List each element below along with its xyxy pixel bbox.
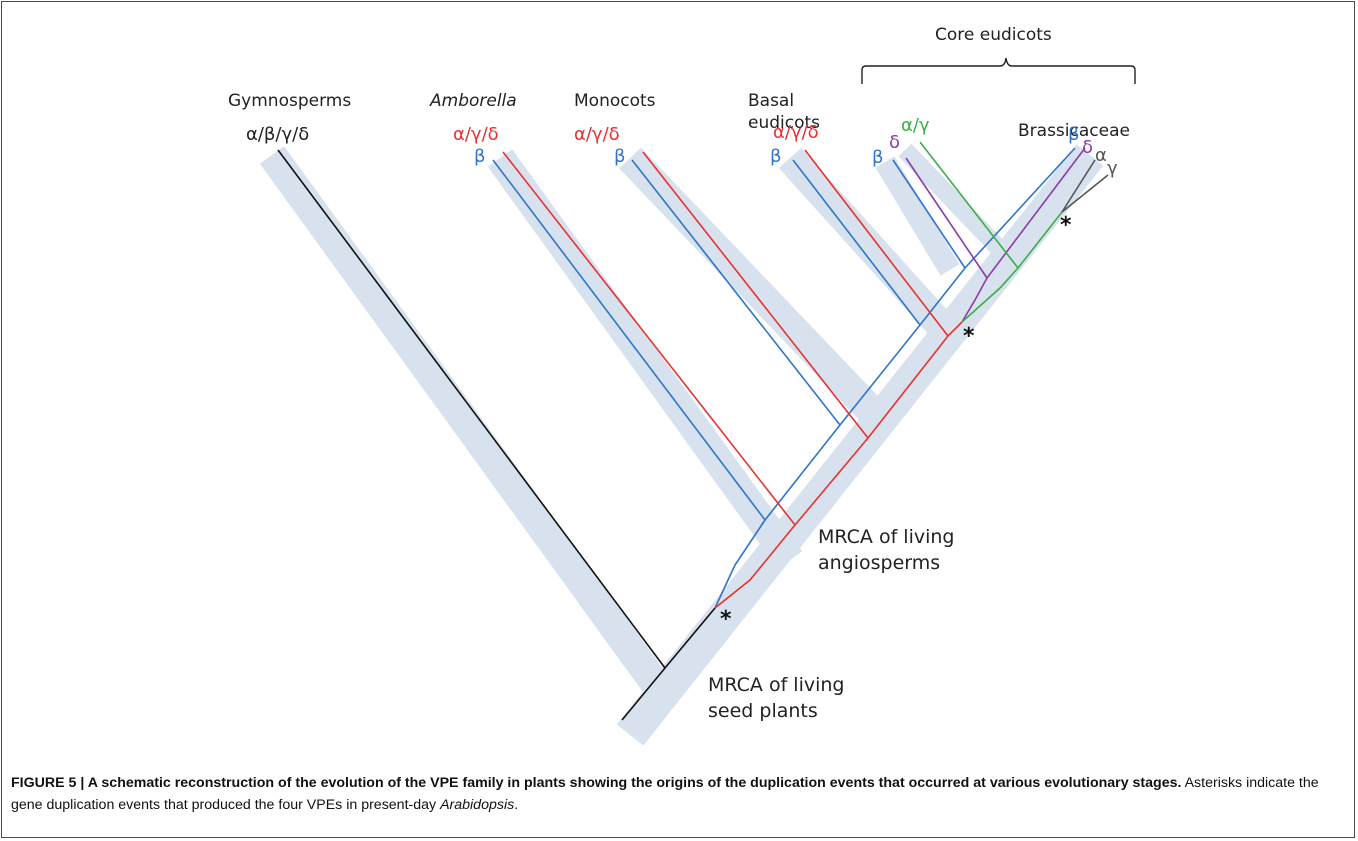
lineage-agd-monocot	[642, 151, 869, 439]
lineage-gymnosperm	[277, 149, 666, 669]
band-basal-eudicots	[778, 147, 957, 341]
gene-label-beta-amborella: β	[474, 146, 486, 167]
band-gymnosperms	[259, 146, 673, 699]
lineage-agd-basal	[804, 149, 949, 337]
gene-label-beta-core: β	[872, 147, 884, 168]
band-amborella	[487, 149, 803, 569]
band-monocots	[619, 147, 891, 431]
gene-label-ag-core: α/γ	[901, 115, 930, 136]
node-label-angiosperms-line2: angiosperms	[818, 552, 940, 574]
gene-label-delta-core: δ	[889, 132, 900, 153]
lineage-beta-basal	[792, 159, 921, 326]
lineage-gamma	[1061, 174, 1109, 213]
lineage-ag-trunk	[961, 211, 1063, 323]
label-basal-eudicots-line1: Basal	[748, 91, 794, 111]
phylogenetic-tree-diagram: Gymnosperms Amborella Monocots Basal eud…	[228, 25, 1136, 746]
label-monocots: Monocots	[574, 91, 656, 111]
node-label-seed-plants-line2: seed plants	[708, 700, 818, 722]
node-label-angiosperms-line1: MRCA of living	[818, 526, 955, 548]
gene-label-gymnosperms: α/β/γ/δ	[246, 124, 309, 145]
core-eudicots-bracket	[861, 57, 1136, 84]
caption-text: Asterisks indicate the gene duplication …	[11, 775, 1319, 813]
label-amborella: Amborella	[429, 91, 517, 111]
lineage-delta-core	[905, 157, 988, 279]
lineage-beta-monocot	[631, 159, 841, 426]
caption-italic-species: Arabidopsis	[440, 797, 515, 813]
gene-lineages	[277, 141, 1109, 721]
species-tree-bands	[259, 143, 1104, 746]
gene-label-beta-monocots: β	[614, 146, 626, 167]
band-core-eudicot-left	[875, 156, 960, 276]
gene-label-gamma-brassicaceae: γ	[1107, 158, 1118, 179]
node-label-seed-plants-line1: MRCA of living	[708, 674, 845, 696]
caption-end: .	[514, 797, 519, 813]
label-brassicaceae: Brassicaceae	[1018, 121, 1130, 141]
gene-label-beta-brassicaceae: β	[1068, 124, 1080, 145]
duplication-asterisk-brassicaceae: *	[1060, 213, 1072, 238]
band-core-eudicot-mid	[898, 143, 1017, 267]
lineage-beta-amborella	[492, 159, 766, 521]
gene-label-delta-brassicaceae: δ	[1082, 137, 1093, 158]
duplication-asterisk-core-eudicot: *	[963, 324, 975, 349]
gene-label-beta-basal: β	[770, 146, 782, 167]
band-main-trunk	[616, 144, 1104, 746]
lineage-agd-amborella	[502, 151, 796, 526]
label-basal-eudicots-line2: eudicots	[748, 113, 820, 133]
lineage-ag-core	[919, 141, 1019, 269]
lineage-alpha	[1061, 159, 1096, 213]
gene-label-alpha-brassicaceae: α	[1095, 145, 1107, 166]
gene-label-agd-amborella: α/γ/δ	[453, 124, 499, 145]
lineage-beta-core	[892, 159, 966, 269]
figure-caption: FIGURE 5 | A schematic reconstruction of…	[11, 772, 1341, 816]
caption-bold-title: FIGURE 5 | A schematic reconstruction of…	[11, 775, 1182, 791]
gene-label-agd-monocots: α/γ/δ	[574, 124, 620, 145]
duplication-asterisk-angiosperm: *	[720, 607, 732, 632]
lineage-delta-trunk	[961, 147, 1086, 323]
lineage-agd-trunk	[714, 321, 963, 609]
label-gymnosperms: Gymnosperms	[228, 91, 351, 111]
gene-label-agd-basal: α/γ/δ	[773, 122, 819, 143]
label-core-eudicots: Core eudicots	[935, 25, 1052, 45]
